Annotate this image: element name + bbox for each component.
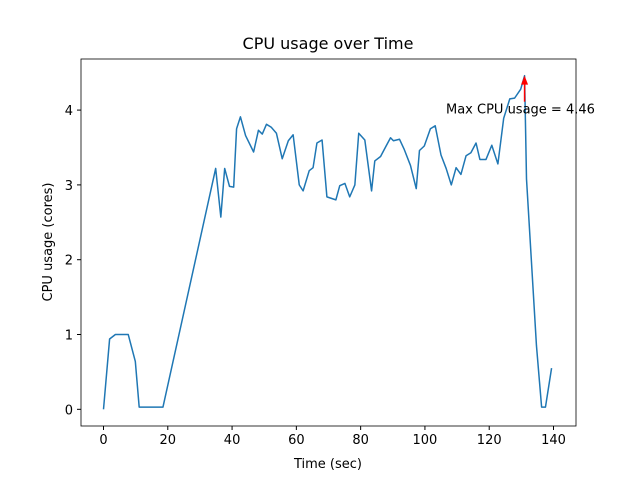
y-axis-label: CPU usage (cores) <box>41 183 56 302</box>
x-tick-label: 80 <box>352 433 369 448</box>
y-tick-label: 2 <box>65 254 73 269</box>
data-line <box>102 74 553 410</box>
x-tick-label: 100 <box>413 433 438 448</box>
x-tick-label: 20 <box>160 433 177 448</box>
x-tick-label: 60 <box>288 433 305 448</box>
y-tick-label: 4 <box>65 104 73 119</box>
annotation-arrowhead <box>521 75 529 85</box>
chart-title: CPU usage over Time <box>243 34 414 53</box>
x-axis-label: Time (sec) <box>293 457 362 472</box>
y-tick-label: 0 <box>65 403 73 418</box>
y-tick-label: 3 <box>65 179 73 194</box>
x-tick-label: 120 <box>477 433 502 448</box>
annotation-text: Max CPU usage = 4.46 <box>446 103 595 118</box>
x-tick-label: 40 <box>224 433 241 448</box>
x-tick-label: 0 <box>99 433 107 448</box>
x-tick-label: 140 <box>541 433 566 448</box>
axes-frame <box>80 58 577 427</box>
y-tick-label: 1 <box>65 329 73 344</box>
